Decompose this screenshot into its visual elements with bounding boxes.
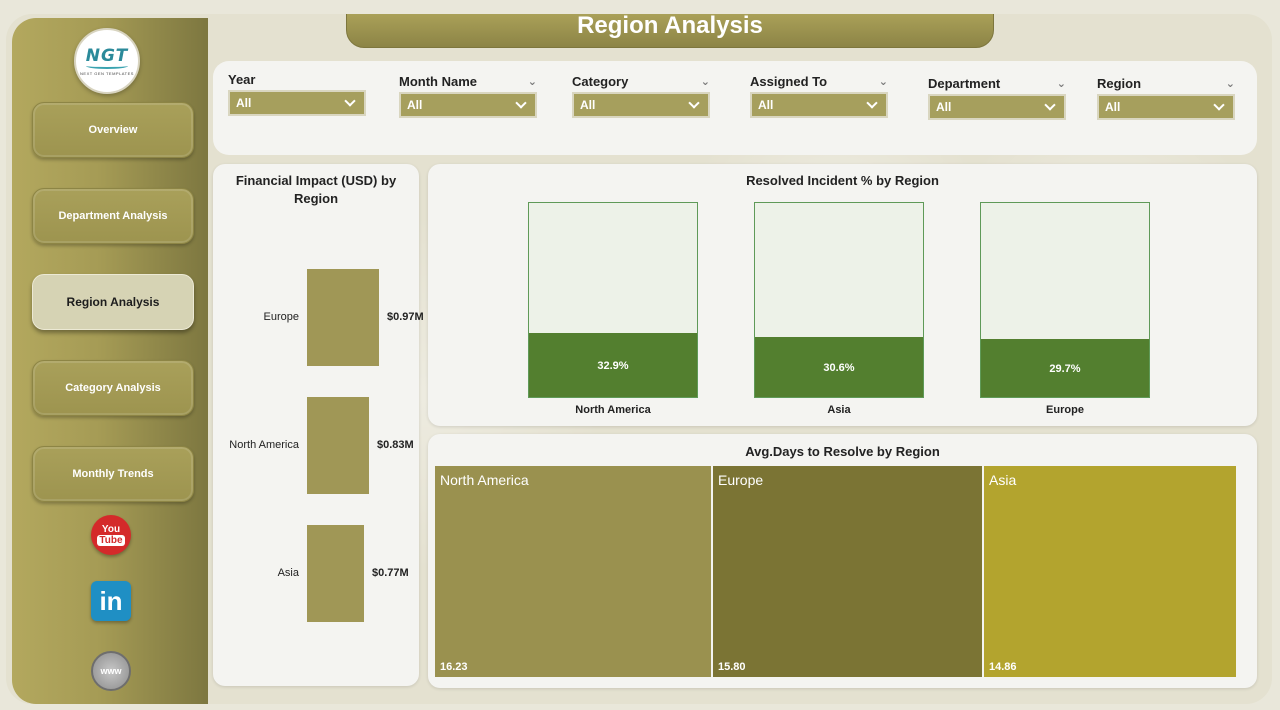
chevron-down-icon[interactable]: ⌄ (527, 75, 537, 88)
treemap-value-label: 15.80 (718, 661, 746, 673)
logo-swoosh (86, 63, 128, 69)
chevron-down-icon (688, 97, 700, 109)
financial-impact-card: Financial Impact (USD) by Region Europe $… (213, 164, 424, 686)
treemap-cell: Europe 15.80 (713, 466, 984, 677)
financial-bar (307, 525, 364, 622)
filter-department-label: Department (928, 75, 1001, 91)
treemap-cell: North America 16.23 (435, 466, 713, 677)
page-title: Region Analysis (346, 14, 994, 48)
financial-value-label: $0.83M (377, 438, 414, 451)
financial-impact-title: Financial Impact (USD) by Region (235, 173, 397, 206)
filter-assigned-to-value: All (758, 98, 774, 112)
chevron-down-icon[interactable]: ⌄ (878, 75, 888, 88)
chevron-down-icon[interactable]: ⌄ (1225, 77, 1235, 90)
resolved-category-label: Europe (1046, 404, 1084, 416)
nav-overview-button[interactable]: Overview (32, 102, 194, 158)
filter-month-name: Month Name ⌄ All (399, 72, 537, 118)
filter-month-name-label: Month Name (399, 73, 477, 89)
financial-category-label: Europe (263, 310, 299, 323)
filter-month-name-value: All (407, 98, 423, 112)
nav-department-analysis-button[interactable]: Department Analysis (32, 188, 194, 244)
filter-region-label: Region (1097, 75, 1142, 91)
filter-region: Region ⌄ All (1097, 74, 1235, 120)
filter-category-value: All (580, 98, 596, 112)
logo-text: NGT (85, 46, 129, 66)
resolved-incident-title: Resolved Incident % by Region (746, 173, 939, 188)
resolved-fill (755, 337, 923, 397)
filter-year-value: All (236, 96, 252, 110)
resolved-category-label: Asia (827, 404, 851, 416)
filter-department-dropdown[interactable]: All (928, 94, 1066, 120)
filter-category: Category ⌄ All (572, 72, 710, 118)
logo: NGT NEXT GEN TEMPLATES (74, 28, 140, 94)
filter-category-label: Category (572, 73, 629, 89)
financial-bar (307, 269, 379, 366)
chevron-down-icon[interactable]: ⌄ (700, 75, 710, 88)
linkedin-link[interactable]: in (90, 580, 132, 622)
youtube-link[interactable]: You Tube (90, 514, 132, 556)
app-window: NGT NEXT GEN TEMPLATES Overview Departme… (6, 14, 1272, 704)
youtube-icon: You Tube (91, 515, 131, 555)
sidebar: NGT NEXT GEN TEMPLATES Overview Departme… (12, 18, 208, 704)
youtube-icon-bottom-text: Tube (97, 535, 125, 546)
filter-region-dropdown[interactable]: All (1097, 94, 1235, 120)
resolved-fill (529, 333, 697, 397)
filter-region-value: All (1105, 100, 1121, 114)
chevron-down-icon (515, 97, 527, 109)
financial-bar (307, 397, 369, 494)
filter-department-value: All (936, 100, 952, 114)
filter-year-label: Year (228, 71, 256, 87)
financial-value-label: $0.77M (372, 566, 409, 579)
linkedin-icon: in (91, 581, 131, 621)
treemap-cell: Asia 14.86 (984, 466, 1238, 677)
treemap-value-label: 14.86 (989, 661, 1017, 673)
avg-days-card: Avg.Days to Resolve by Region North Amer… (428, 434, 1257, 688)
filter-department: Department ⌄ All (928, 74, 1066, 120)
filter-category-dropdown[interactable]: All (572, 92, 710, 118)
chevron-down-icon (344, 95, 356, 107)
resolved-fill (981, 339, 1149, 397)
filter-assigned-to: Assigned To ⌄ All (750, 72, 888, 118)
filter-year-dropdown[interactable]: All (228, 90, 366, 116)
filter-panel: Year All Month Name ⌄ All Category ⌄ All A… (213, 61, 1257, 155)
nav-monthly-trends-button[interactable]: Monthly Trends (32, 446, 194, 502)
resolved-value-label: 29.7% (1049, 363, 1081, 375)
resolved-gauge: 30.6% (754, 202, 924, 398)
resolved-value-label: 30.6% (823, 362, 855, 374)
resolved-value-label: 32.9% (597, 360, 629, 372)
chevron-down-icon[interactable]: ⌄ (1056, 77, 1066, 90)
resolved-gauge: 32.9% (528, 202, 698, 398)
treemap-category-label: Europe (718, 472, 764, 488)
logo-subtext: NEXT GEN TEMPLATES (80, 71, 134, 76)
resolved-incident-card: Resolved Incident % by Region 32.9% North… (428, 164, 1257, 426)
resolved-gauge: 29.7% (980, 202, 1150, 398)
chevron-down-icon (1044, 99, 1056, 111)
resolved-category-label: North America (575, 404, 651, 416)
globe-icon: www (91, 651, 131, 691)
financial-category-label: North America (229, 438, 299, 451)
filter-month-name-dropdown[interactable]: All (399, 92, 537, 118)
filter-assigned-to-dropdown[interactable]: All (750, 92, 888, 118)
filter-assigned-to-label: Assigned To (750, 73, 828, 89)
youtube-icon-top-text: You (101, 524, 121, 535)
treemap-category-label: North America (440, 472, 529, 488)
nav-category-analysis-button[interactable]: Category Analysis (32, 360, 194, 416)
nav-region-analysis-button[interactable]: Region Analysis (32, 274, 194, 330)
filter-year: Year All (228, 70, 366, 116)
website-link[interactable]: www (90, 650, 132, 692)
treemap-category-label: Asia (989, 472, 1017, 488)
treemap-value-label: 16.23 (440, 661, 468, 673)
avg-days-title: Avg.Days to Resolve by Region (745, 444, 940, 459)
chevron-down-icon (1213, 99, 1225, 111)
financial-value-label: $0.97M (387, 310, 424, 323)
chevron-down-icon (866, 97, 878, 109)
financial-category-label: Asia (277, 566, 299, 579)
